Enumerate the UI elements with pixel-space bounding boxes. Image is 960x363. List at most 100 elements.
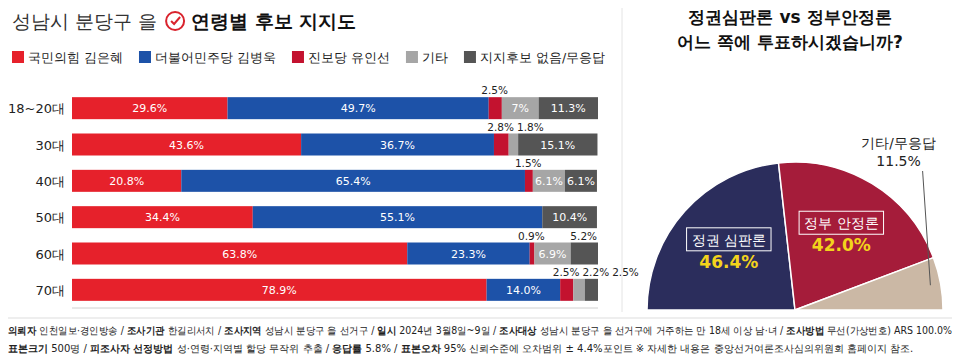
footer-key: 일시 — [377, 325, 396, 336]
pie-value: 46.4% — [699, 252, 758, 272]
pie-category: 정권 심판론 — [692, 232, 766, 248]
footer-separator: / — [118, 325, 127, 336]
data-label: 34.4% — [145, 211, 180, 224]
footer-separator: / — [490, 325, 499, 336]
legend-label: 국민의힘 김은혜 — [28, 50, 123, 65]
bar-segment — [525, 170, 533, 192]
data-label: 6.1% — [567, 175, 595, 188]
footer-key: 조사지역 — [224, 325, 262, 336]
bar-segment — [585, 279, 598, 301]
category-label: 50대 — [35, 210, 65, 225]
footer-separator: / — [323, 343, 333, 354]
bar-segment — [573, 279, 585, 301]
data-label: 7% — [512, 102, 529, 115]
pie-title: 정권심판론 vs 정부안정론 — [688, 7, 891, 27]
footer-value: 한길리서치 — [165, 325, 215, 336]
bar-segment — [72, 170, 181, 192]
pie-category: 정부 안정론 — [804, 215, 878, 231]
bar-segment — [494, 134, 509, 156]
footer-value: 95% 신뢰수준에 오차범위 ± 4.4%포인트 ※ 자세한 내용은 중앙선거여… — [441, 343, 914, 354]
data-label: 2.5% — [612, 266, 639, 278]
footer-value: 인천일보·경인방송 — [36, 325, 117, 336]
data-label: 20.8% — [109, 175, 144, 188]
bar-segment — [72, 206, 253, 228]
data-label: 10.4% — [552, 211, 587, 224]
divider — [622, 8, 623, 312]
bar-segment — [72, 279, 487, 301]
bar-segment — [534, 243, 570, 265]
bar-segment — [518, 134, 597, 156]
footer-key: 표본오차 — [401, 343, 441, 354]
footer-value: 성남시 분당구 을 선거구에 거주하는 만 18세 이상 남·녀 — [537, 325, 777, 336]
footer-key: 표본크기 — [8, 343, 48, 354]
chart-title: 성남시 분당구 을 — [12, 10, 157, 32]
footer-rule — [8, 318, 952, 319]
data-label: 23.3% — [451, 248, 486, 261]
category-label: 60대 — [35, 247, 65, 262]
data-label: 6.1% — [535, 175, 563, 188]
bar-segment — [542, 206, 597, 228]
pie — [647, 162, 943, 310]
bar-labels: 29.6%49.7%2.5%7%11.3%43.6%36.7%2.8%1.8%1… — [109, 84, 639, 297]
legend-swatch — [464, 51, 476, 63]
footer-separator: / — [215, 325, 224, 336]
footer-key: 조사기관 — [127, 325, 165, 336]
category-label: 70대 — [35, 283, 65, 298]
bar-segment — [502, 97, 539, 119]
footer-key: 피조사자 선정방법 — [90, 343, 173, 354]
footer-line: 의뢰자 인천일보·경인방송 / 조사기관 한길리서치 / 조사지역 성남시 분당… — [8, 325, 952, 336]
bar-segment — [407, 243, 529, 265]
footer-separator: / — [80, 343, 90, 354]
category-label: 30대 — [35, 138, 65, 153]
bar-segment — [565, 170, 597, 192]
legend-label: 기타 — [422, 50, 448, 65]
bar-segment — [301, 134, 494, 156]
footer-value: 2024년 3월8일~9일 — [396, 325, 490, 336]
bar-segment — [72, 243, 407, 265]
category-label: 40대 — [35, 174, 65, 189]
footer-value: 성남시 분당구 을 선거구 — [262, 325, 368, 336]
title-icon-check — [171, 17, 180, 24]
bar-segment — [253, 206, 543, 228]
bar-segment — [487, 279, 561, 301]
data-label: 2.5% — [481, 84, 508, 96]
bar-segment — [571, 243, 598, 265]
data-label: 65.4% — [336, 175, 371, 188]
footer-separator: / — [391, 343, 401, 354]
legend-swatch — [406, 51, 418, 63]
data-label: 6.9% — [539, 248, 567, 261]
bars — [72, 97, 598, 301]
data-label: 11.3% — [551, 102, 586, 115]
title-icon — [166, 12, 184, 30]
legend-label: 지지후보 없음/무응답 — [480, 50, 605, 65]
bar-segment — [539, 97, 598, 119]
legend-swatch — [12, 51, 24, 63]
data-label: 78.9% — [262, 284, 297, 297]
footer-separator: / — [777, 325, 786, 336]
pie-value: 42.0% — [812, 235, 871, 255]
data-label: 2.2% — [582, 266, 609, 278]
bar-segment — [181, 170, 525, 192]
pie-category-box — [799, 211, 883, 234]
data-label: 14.0% — [506, 284, 541, 297]
data-label: 1.8% — [517, 121, 544, 133]
footer-key: 의뢰자 — [8, 325, 36, 336]
bar-segment — [509, 134, 518, 156]
pie-subtitle: 어느 쪽에 투표하시겠습니까? — [677, 32, 903, 52]
bar-segment — [228, 97, 489, 119]
category-label: 18~20대 — [8, 101, 65, 116]
data-label: 43.6% — [169, 139, 204, 152]
data-label: 63.8% — [222, 248, 257, 261]
data-label: 5.2% — [570, 230, 597, 242]
footer-value: 무선(가상번호) ARS 100.0% — [824, 325, 952, 336]
pie-value: 11.5% — [876, 153, 920, 169]
footer-key: 응답률 — [332, 343, 362, 354]
legend-label: 진보당 유인선 — [308, 50, 390, 65]
data-label: 0.9% — [518, 230, 545, 242]
data-label: 2.8% — [487, 121, 514, 133]
bar-segment — [489, 97, 502, 119]
bar-segment — [560, 279, 573, 301]
pie-category-box — [687, 228, 771, 251]
data-label: 55.1% — [380, 211, 415, 224]
background — [0, 0, 960, 363]
